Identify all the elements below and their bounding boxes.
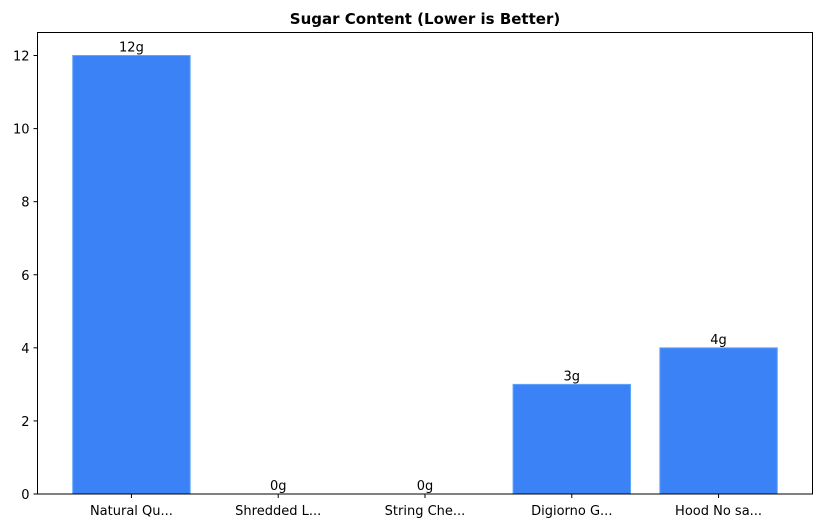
chart-title: Sugar Content (Lower is Better) bbox=[290, 10, 560, 28]
y-tick-label: 8 bbox=[21, 196, 29, 211]
data-label: 0g bbox=[417, 479, 434, 494]
y-tick-label: 4 bbox=[21, 342, 29, 357]
y-tick-label: 12 bbox=[13, 50, 30, 65]
x-tick-label: Digiorno G... bbox=[531, 504, 612, 519]
x-tick-label: String Che... bbox=[385, 504, 466, 519]
x-tick-label: Shredded L... bbox=[235, 504, 321, 519]
y-tick-label: 6 bbox=[21, 269, 29, 284]
y-tick-label: 10 bbox=[13, 123, 30, 138]
y-tick-label: 2 bbox=[21, 415, 29, 430]
plot-frame bbox=[37, 32, 813, 495]
bar bbox=[72, 55, 191, 495]
data-label: 12g bbox=[119, 41, 144, 56]
data-label: 0g bbox=[270, 479, 287, 494]
data-label: 3g bbox=[564, 369, 581, 384]
x-tick-label: Natural Qu... bbox=[90, 504, 173, 519]
bar bbox=[659, 347, 778, 495]
y-tick-label: 0 bbox=[21, 488, 29, 503]
bar bbox=[512, 383, 631, 495]
x-tick-label: Hood No sa... bbox=[675, 504, 762, 519]
data-label: 4g bbox=[710, 333, 727, 348]
